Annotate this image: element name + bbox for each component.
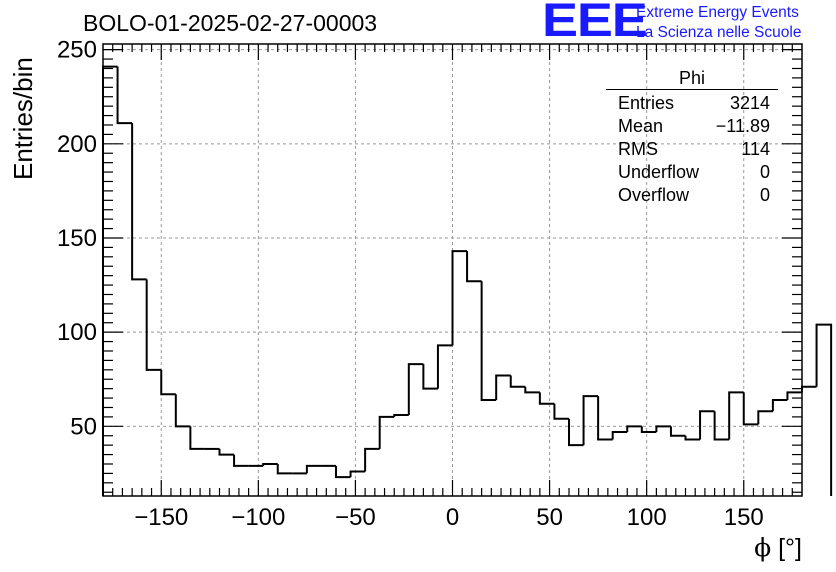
histogram-bin [728,391,744,440]
stats-value: 114 [741,139,770,159]
histogram-bin [582,395,599,446]
histogram-bin [145,279,162,371]
histogram-bin [757,410,773,425]
histogram-bin [538,392,555,405]
stats-label: Mean [618,116,664,136]
eee-logo-mark: EEE [542,0,648,46]
stats-row-overflow: Overflow 0 [606,184,778,207]
histogram-bin [131,123,147,281]
logo-text-line1: Extreme Energy Events [636,4,799,21]
histogram-bin [335,465,351,479]
histogram-bin [699,410,715,440]
histogram-bin [466,251,482,283]
histogram-bin [655,425,671,432]
y-tick-labels: 50 100 150 200 250 [57,37,97,441]
histogram-bin [771,398,788,412]
stats-row-underflow: Underflow 0 [606,161,778,184]
x-tick-label: 50 [536,504,563,531]
stats-value: 0 [759,185,770,205]
histogram-bin [422,364,438,390]
x-tick-label: 150 [724,504,764,531]
chart-title: BOLO-01-2025-02-27-00003 [83,10,378,36]
histogram-bin [262,462,278,466]
stats-label: Overflow [618,185,690,205]
stats-label: RMS [618,139,658,159]
histogram-bin [160,369,176,396]
histogram-bin [669,426,686,437]
y-tick-label: 50 [70,413,97,440]
histogram-bin [640,426,657,433]
histogram-bin [611,430,628,440]
histogram-bin [451,250,468,346]
histogram-bin [218,448,235,456]
y-tick-label: 100 [57,319,97,346]
histogram-bin [509,375,526,388]
histogram-bin [801,385,817,393]
histogram-bin [116,66,133,125]
stats-value: 0 [759,162,770,182]
y-tick-label: 200 [57,131,97,158]
histogram-bin [233,454,249,467]
histogram-bin [102,65,118,496]
stats-label: Underflow [618,162,700,182]
histogram-bin [276,463,293,475]
histogram-bin [436,344,453,389]
stats-value: 3214 [729,93,770,113]
histogram-bin [815,323,833,496]
histogram-bin [713,411,730,441]
x-tick-label: −150 [134,504,188,531]
histogram-bin [495,374,511,400]
stats-row-rms: RMS 114 [606,138,778,161]
histogram-bin [393,414,409,417]
logo-text-line2: La Scienza nelle Scuole [636,24,802,41]
x-tick-label: −50 [335,504,376,531]
x-axis-symbol: ϕ [754,533,772,562]
histogram-bin [742,392,759,426]
histogram-bin [378,415,395,449]
histogram-bin [407,363,424,416]
axis-ticks [103,44,802,496]
histogram-bin [480,281,497,401]
histogram-bin [189,426,205,450]
x-axis-label: ϕ [°] [754,533,802,563]
histogram-bin [364,447,380,472]
stats-label: Entries [618,93,675,113]
y-tick-label: 250 [57,37,97,64]
stats-box: Phi Entries 3214 Mean −11.89 RMS 114 Und… [606,68,778,207]
histogram-bin [174,394,191,428]
stats-title: Phi [606,68,778,90]
histogram-bin [786,391,802,400]
histogram-bin [553,403,569,420]
histogram-bin [597,396,613,441]
histogram-bin [568,418,584,447]
stats-row-mean: Mean −11.89 [606,115,778,138]
stats-value: −11.89 [715,116,770,136]
histogram-bin [626,425,642,432]
histogram-bin [305,464,322,474]
y-axis-label: Entries/bin [8,57,38,180]
x-tick-labels: −150 −100 −50 0 50 100 150 [134,504,764,531]
histogram-bin [349,470,366,478]
histogram-bin [684,435,701,441]
x-axis-unit: [°] [778,534,802,562]
y-tick-label: 150 [57,225,97,252]
histogram-bin [524,386,540,394]
x-tick-label: 100 [627,504,667,531]
stats-row-entries: Entries 3214 [606,92,778,115]
x-tick-label: −100 [231,504,285,531]
x-tick-label: 0 [446,504,459,531]
